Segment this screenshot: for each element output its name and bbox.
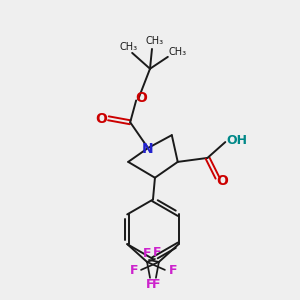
Text: O: O [135,92,147,106]
Text: CH₃: CH₃ [119,42,137,52]
Text: CH₃: CH₃ [146,36,164,46]
Text: N: N [142,142,154,156]
Text: OH: OH [227,134,248,147]
Text: F: F [152,278,160,291]
Text: CH₃: CH₃ [169,47,187,57]
Text: O: O [216,174,228,188]
Text: F: F [130,264,138,278]
Text: F: F [169,264,177,278]
Text: F: F [153,245,161,259]
Text: O: O [95,112,107,126]
Text: F: F [143,247,151,260]
Text: F: F [146,278,154,291]
